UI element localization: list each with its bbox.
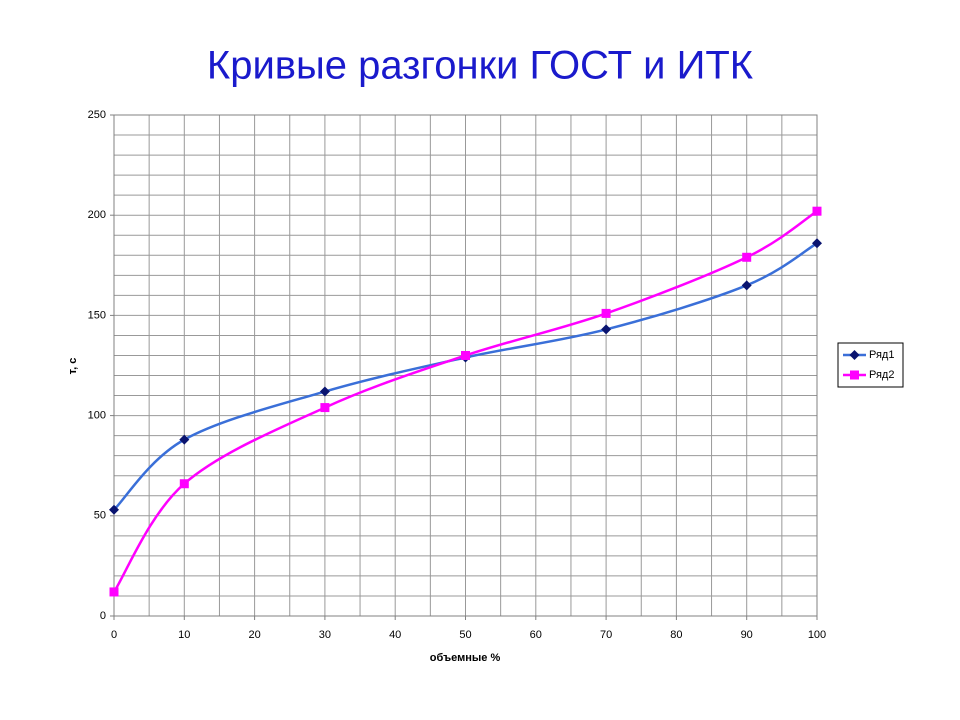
data-point (741, 280, 752, 291)
y-axis-label: т, с (67, 358, 79, 375)
data-point (179, 479, 189, 489)
y-tick-label: 250 (88, 109, 106, 121)
data-point (461, 350, 470, 360)
data-point (742, 252, 752, 262)
x-tick-label: 0 (111, 629, 117, 641)
legend-label: Ряд2 (869, 369, 894, 381)
data-point (320, 403, 330, 413)
x-tick-label: 10 (178, 629, 190, 641)
legend-marker (850, 370, 859, 380)
data-point (812, 238, 822, 249)
data-point (179, 434, 190, 445)
data-point (319, 386, 330, 397)
data-point (812, 206, 822, 216)
y-tick-label: 100 (88, 410, 106, 422)
data-point (109, 587, 119, 597)
y-tick-label: 0 (100, 610, 106, 622)
data-point (601, 324, 612, 335)
legend-box (837, 342, 904, 388)
legend-label: Ряд1 (869, 349, 894, 361)
data-point (109, 504, 119, 515)
x-tick-label: 90 (741, 629, 753, 641)
x-tick-label: 30 (319, 629, 331, 641)
y-tick-label: 50 (94, 510, 106, 522)
chart-title: Кривые разгонки ГОСТ и ИТК (207, 44, 754, 88)
x-tick-label: 100 (808, 629, 826, 641)
x-tick-label: 70 (600, 629, 612, 641)
x-tick-label: 40 (389, 629, 401, 641)
x-tick-label: 60 (530, 629, 542, 641)
x-tick-label: 80 (670, 629, 682, 641)
y-tick-label: 200 (88, 209, 106, 221)
x-tick-label: 50 (459, 629, 471, 641)
x-tick-label: 20 (248, 629, 260, 641)
data-point (601, 308, 611, 318)
legend-marker (849, 350, 860, 360)
x-axis-label: объемные % (430, 652, 501, 664)
y-tick-label: 150 (88, 309, 106, 321)
